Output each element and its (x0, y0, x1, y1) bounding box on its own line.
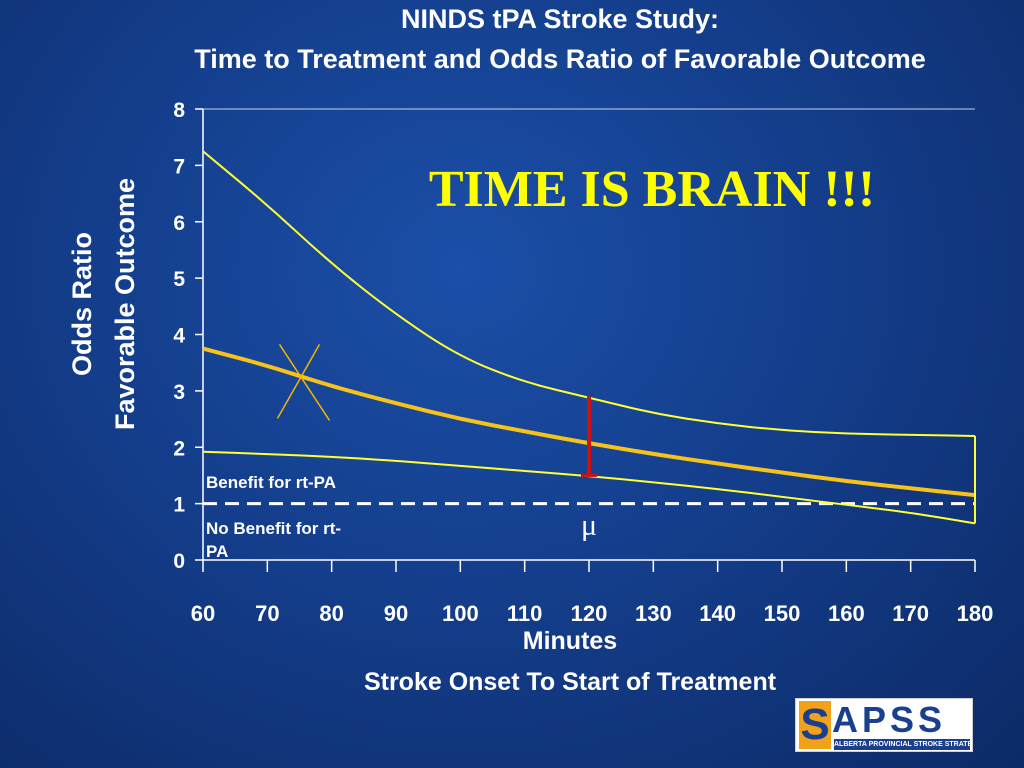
x-tick-label: 120 (571, 601, 608, 626)
logo-wordmark: APSS (832, 699, 947, 740)
y-tick-label: 2 (173, 437, 185, 460)
x-tick-label: 160 (828, 601, 865, 626)
x-axis-label-line2: Stroke Onset To Start of Treatment (364, 668, 777, 696)
chart-title: NINDS tPA Stroke Study: (400, 4, 720, 34)
apss-logo: S APSS ALBERTA PROVINCIAL STROKE STRATEG… (795, 698, 973, 752)
logo-subtitle: ALBERTA PROVINCIAL STROKE STRATEGY (834, 739, 970, 750)
y-tick-label: 0 (173, 550, 185, 573)
series-upper-bound (202, 150, 976, 437)
logo-s-mark: S (799, 700, 831, 749)
x-tick-label: 170 (892, 601, 929, 626)
y-tick-label: 7 (173, 155, 185, 178)
x-tick-label: 80 (319, 601, 343, 626)
chart-subtitle: Time to Treatment and Odds Ratio of Favo… (194, 44, 926, 74)
x-tick-label: 60 (191, 601, 215, 626)
y-tick-label: 4 (173, 325, 185, 348)
x-tick-label: 90 (384, 601, 408, 626)
x-tick-label: 100 (442, 601, 479, 626)
y-tick-label: 5 (173, 268, 185, 291)
x-tick-label: 110 (507, 601, 543, 626)
y-tick-label: 1 (173, 494, 185, 517)
x-marker-stroke (278, 344, 331, 421)
no-benefit-label: No Benefit for rt-PA (206, 519, 341, 561)
x-axis-label: Minutes (523, 627, 617, 655)
y-tick-label: 6 (173, 212, 185, 235)
benefit-label: Benefit for rt-PA (206, 473, 336, 492)
x-marker-stroke (276, 344, 321, 419)
x-tick-label: 130 (635, 601, 672, 626)
x-tick-label: 150 (764, 601, 801, 626)
y-tick-label: 3 (173, 381, 185, 404)
y-tick-label: 8 (173, 99, 185, 122)
mu-symbol: μ (581, 509, 597, 542)
headline-annotation: TIME IS BRAIN !!! (429, 161, 875, 218)
x-tick-label: 180 (957, 601, 994, 626)
x-tick-label: 70 (255, 601, 279, 626)
x-tick-label: 140 (699, 601, 736, 626)
